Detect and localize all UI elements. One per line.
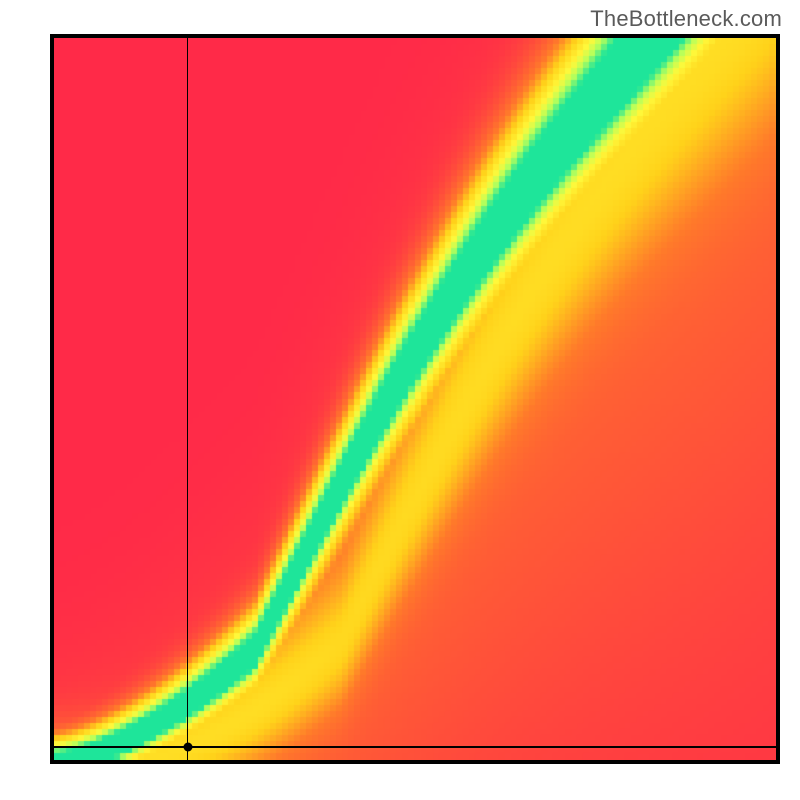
watermark-text: TheBottleneck.com: [590, 6, 782, 32]
chart-container: TheBottleneck.com: [0, 0, 800, 800]
plot-area: [50, 34, 780, 764]
heatmap-canvas: [54, 38, 776, 760]
